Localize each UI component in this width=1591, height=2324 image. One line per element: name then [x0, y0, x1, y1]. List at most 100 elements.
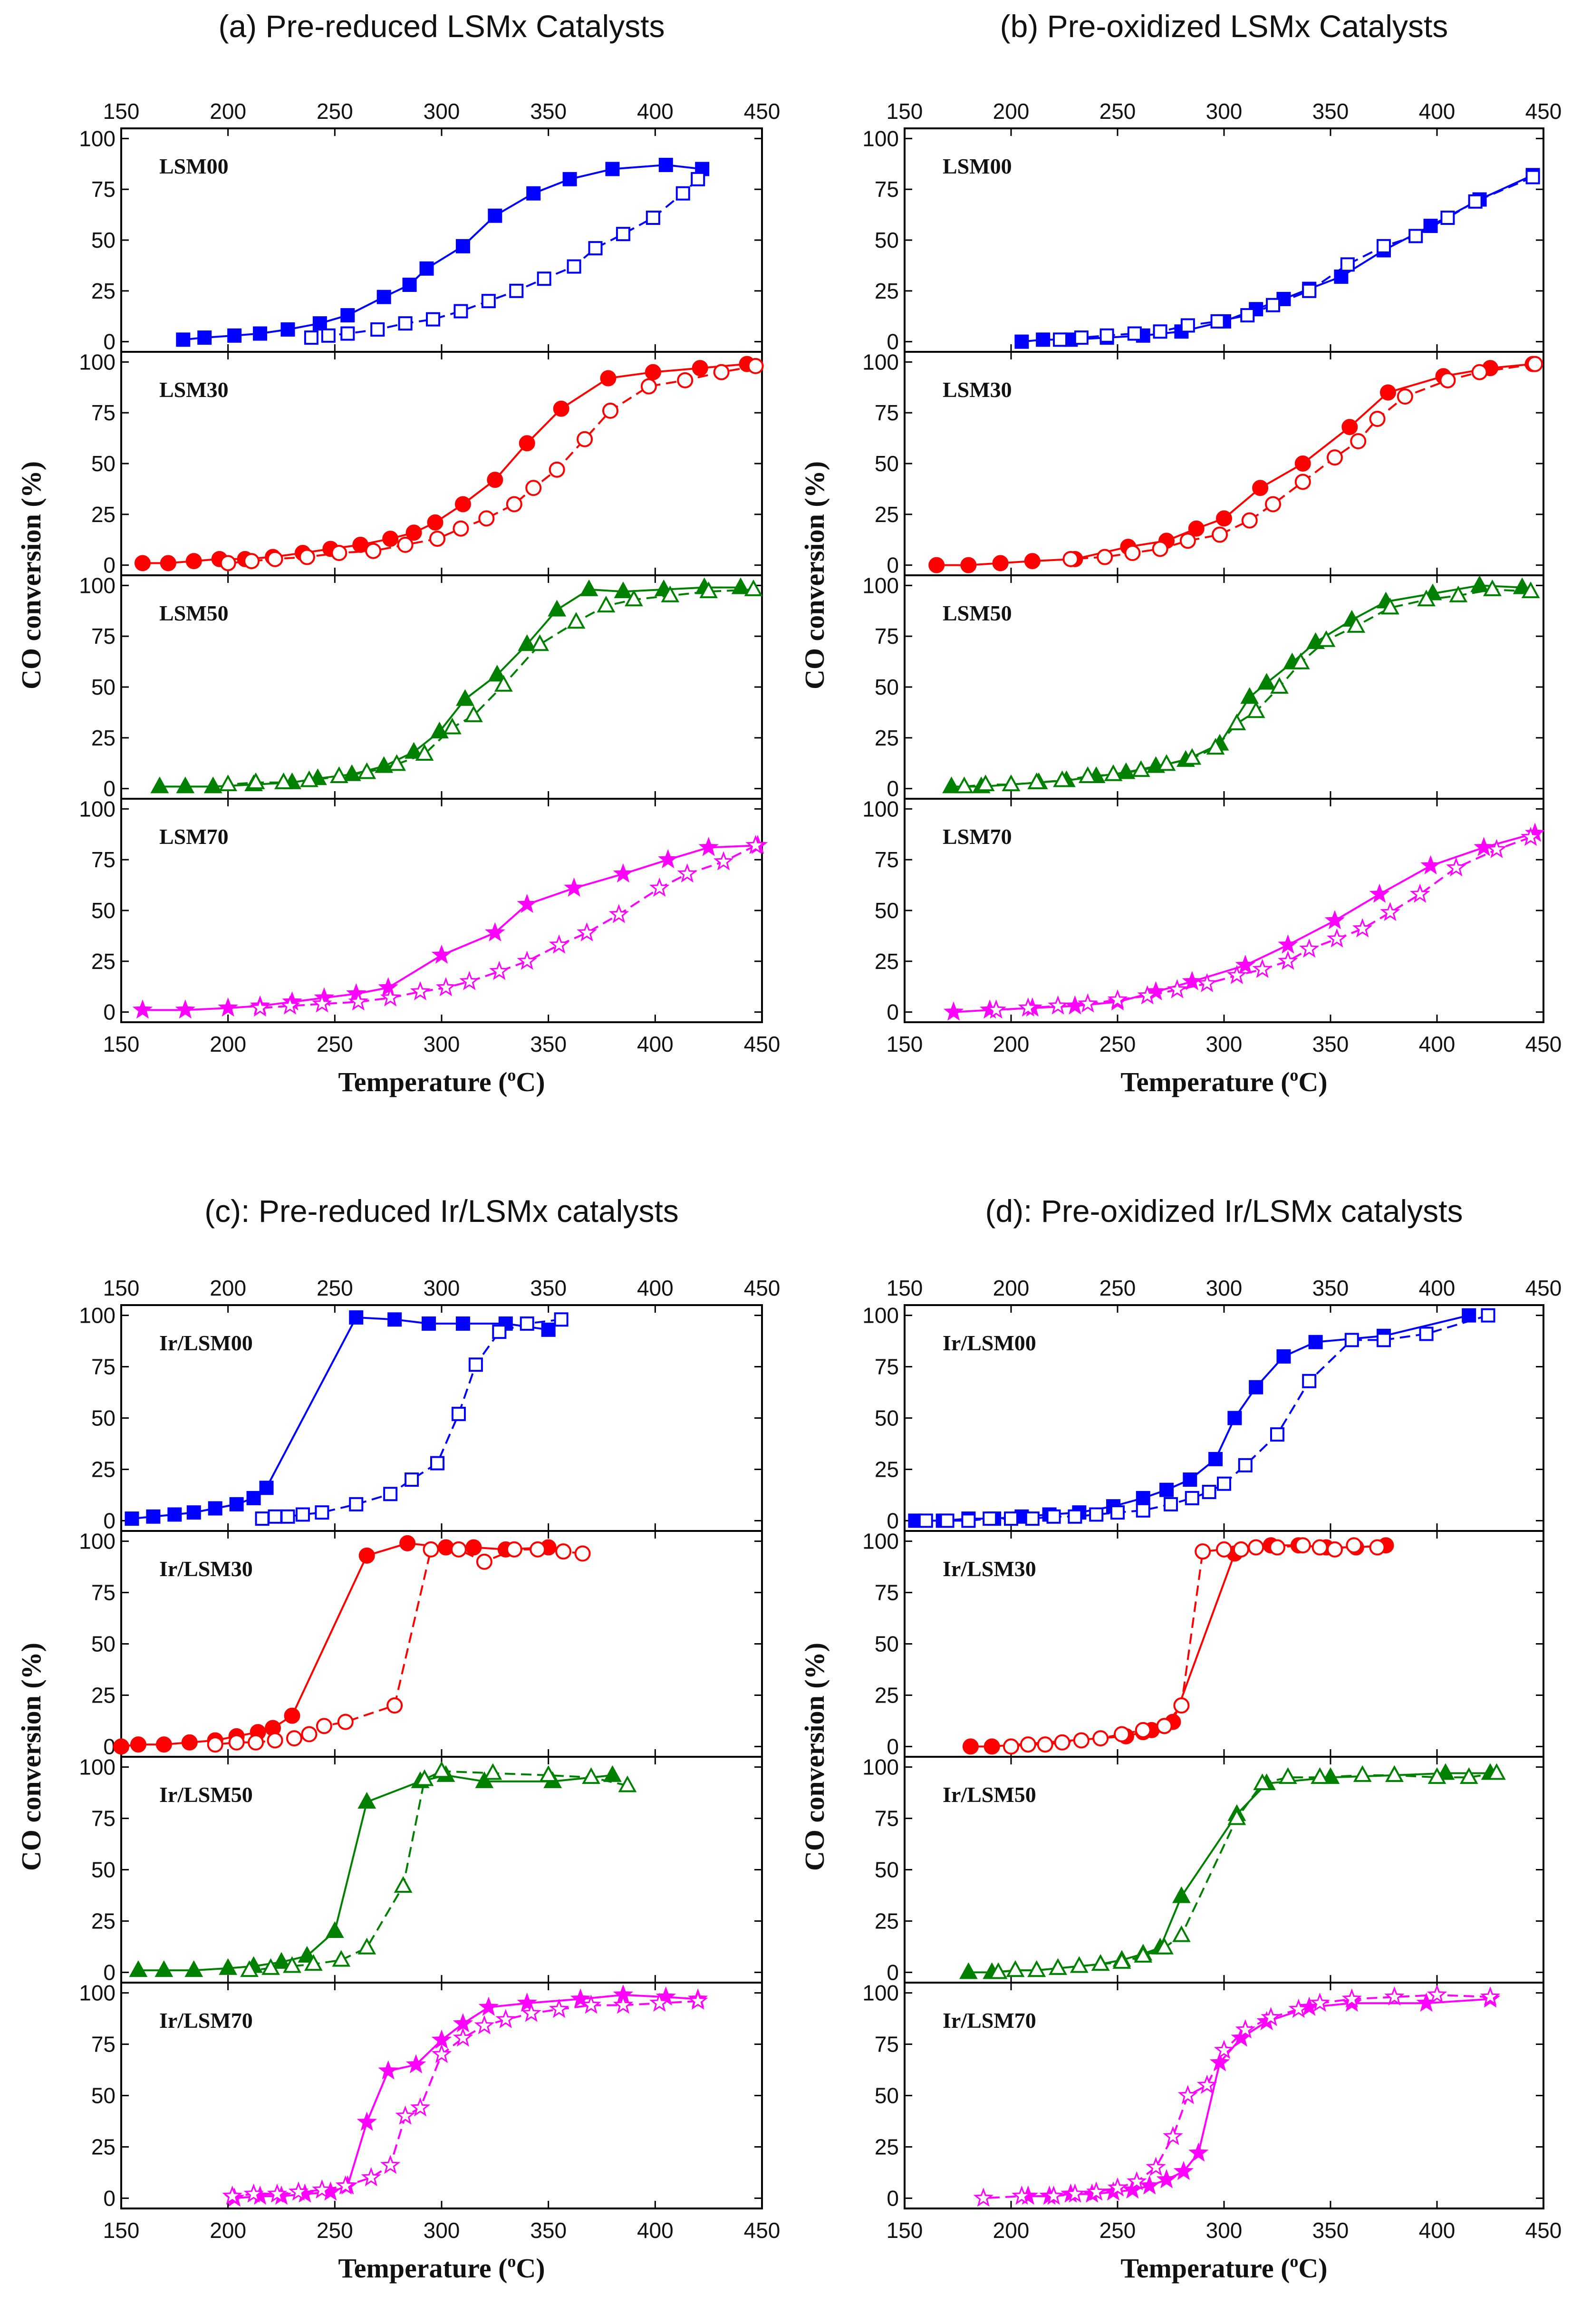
- cooling-point: [1471, 364, 1488, 380]
- cooling-point: [713, 851, 734, 871]
- heating-point: [1036, 332, 1051, 347]
- heating-point: [518, 634, 537, 651]
- cooling-point: [443, 717, 462, 735]
- x-tick-label-top: 150: [887, 99, 923, 124]
- y-tick-label: 50: [91, 675, 116, 699]
- y-tick-label: 25: [875, 1683, 899, 1707]
- heating-line: [953, 832, 1535, 1013]
- heating-point: [485, 922, 505, 942]
- cooling-point: [1353, 1765, 1372, 1782]
- cooling-point: [370, 322, 385, 337]
- cooling-point: [207, 1736, 223, 1753]
- heating-point: [431, 2029, 452, 2049]
- cooling-point: [280, 995, 300, 1015]
- y-tick-label: 100: [862, 349, 899, 374]
- cooling-point: [1270, 677, 1289, 694]
- cooling-line: [249, 1770, 628, 1972]
- x-tick-label-top: 200: [210, 99, 246, 124]
- cooling-point: [1112, 1952, 1131, 1969]
- heating-point: [658, 849, 678, 869]
- cooling-point: [1302, 283, 1317, 298]
- subplot-lsm50: 0 25 50 75 100 LSM50: [862, 573, 1544, 801]
- cooling-point: [530, 1541, 546, 1558]
- x-axis-label: Temperature (oC): [1120, 2252, 1327, 2284]
- x-tick-label-top: 250: [317, 1276, 353, 1300]
- cooling-point: [1097, 549, 1113, 565]
- heating-point: [1182, 971, 1203, 990]
- y-tick-label: 75: [91, 2032, 116, 2057]
- cooling-point: [286, 1730, 302, 1747]
- y-tick-label: 100: [79, 349, 116, 374]
- cooling-point: [1091, 1954, 1110, 1971]
- cooling-point: [1172, 1925, 1191, 1942]
- x-tick-label-top: 300: [424, 1276, 460, 1300]
- cooling-point: [649, 1992, 670, 2012]
- cooling-point: [713, 364, 730, 380]
- y-tick-label: 25: [875, 1457, 899, 1482]
- cooling-point: [1054, 1734, 1070, 1751]
- x-tick-label: 350: [530, 2218, 567, 2243]
- heating-point: [427, 514, 444, 531]
- heating-point: [984, 1738, 1000, 1755]
- x-tick-label-top: 200: [210, 1276, 246, 1300]
- cooling-point: [248, 1734, 264, 1751]
- y-tick-label: 100: [862, 1981, 899, 2005]
- cooling-point: [1408, 229, 1423, 243]
- cooling-point: [1341, 1988, 1362, 2008]
- cooling-point: [1427, 1767, 1446, 1784]
- cooling-point: [398, 316, 413, 331]
- x-tick-label: 150: [103, 1032, 140, 1056]
- cooling-point: [989, 1962, 1008, 1979]
- cooling-point: [380, 987, 401, 1007]
- subplot-label: Ir/LSM00: [159, 1331, 253, 1355]
- y-tick-label: 75: [91, 177, 116, 202]
- cooling-point: [1449, 585, 1468, 602]
- cooling-point: [1299, 938, 1320, 958]
- x-tick-label-top: 300: [1206, 1276, 1243, 1300]
- heating-point: [1172, 1886, 1191, 1903]
- cooling-point: [315, 1505, 329, 1520]
- cooling-point: [549, 1998, 569, 2018]
- y-tick-label: 75: [875, 1355, 899, 1379]
- cooling-point: [394, 1876, 413, 1893]
- cooling-point: [1078, 993, 1098, 1013]
- x-tick-label-top: 200: [993, 99, 1030, 124]
- subplot-ir-lsm00: 0 25 50 75 100 Ir/LSM00: [862, 1303, 1544, 1533]
- cooling-point: [661, 585, 680, 602]
- cooling-point: [537, 271, 551, 286]
- heating-point: [1024, 553, 1041, 570]
- cooling-point: [430, 1456, 445, 1471]
- cooling-point: [1520, 826, 1541, 846]
- x-tick-label: 400: [1419, 1032, 1456, 1056]
- heating-point: [1249, 1380, 1263, 1394]
- heating-point: [130, 1736, 146, 1753]
- cooling-point: [1226, 965, 1247, 984]
- y-tick-label: 100: [79, 1529, 116, 1554]
- subplot-label: Ir/LSM50: [159, 1782, 253, 1807]
- x-tick-label: 300: [1206, 1032, 1243, 1056]
- cooling-point: [973, 2188, 994, 2207]
- subplot-label: LSM00: [943, 154, 1012, 178]
- heating-point: [488, 208, 502, 223]
- heating-point: [280, 322, 295, 337]
- cooling-point: [1288, 1998, 1309, 2018]
- cooling-point: [337, 1714, 354, 1730]
- heating-point: [603, 1765, 622, 1782]
- y-tick-label: 50: [875, 228, 899, 252]
- cooling-point: [687, 1990, 708, 2010]
- x-axis-label-unit: C): [516, 1066, 545, 1097]
- y-tick-label: 25: [875, 1908, 899, 1933]
- y-tick-label: 0: [103, 1960, 116, 1985]
- heating-point: [375, 756, 394, 773]
- cooling-point: [1155, 1937, 1174, 1955]
- cooling-point: [1270, 1427, 1284, 1442]
- heating-line: [183, 164, 703, 341]
- cooling-point: [451, 1406, 466, 1421]
- x-tick-label: 300: [424, 2218, 460, 2243]
- cooling-line: [1070, 363, 1535, 560]
- cooling-point: [1134, 1946, 1153, 1963]
- heating-point: [134, 555, 151, 571]
- cooling-point: [415, 744, 434, 761]
- y-tick-label: 75: [875, 847, 899, 872]
